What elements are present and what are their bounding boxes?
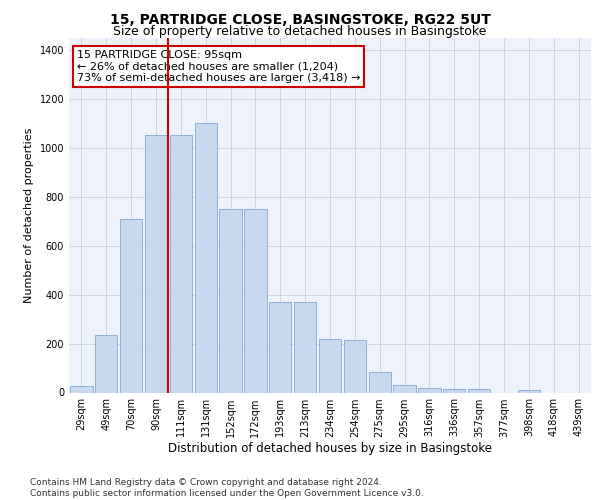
Bar <box>269 302 292 392</box>
Bar <box>194 123 217 392</box>
Bar <box>95 335 118 392</box>
Bar <box>468 389 490 392</box>
Bar <box>294 302 316 392</box>
Bar <box>518 390 540 392</box>
Bar <box>220 209 242 392</box>
Text: 15 PARTRIDGE CLOSE: 95sqm
← 26% of detached houses are smaller (1,204)
73% of se: 15 PARTRIDGE CLOSE: 95sqm ← 26% of detac… <box>77 50 361 83</box>
Bar <box>344 340 366 392</box>
X-axis label: Distribution of detached houses by size in Basingstoke: Distribution of detached houses by size … <box>168 442 492 456</box>
Bar <box>145 136 167 392</box>
Text: Size of property relative to detached houses in Basingstoke: Size of property relative to detached ho… <box>113 25 487 38</box>
Bar <box>70 386 92 392</box>
Bar <box>443 389 466 392</box>
Bar <box>244 209 266 392</box>
Y-axis label: Number of detached properties: Number of detached properties <box>24 128 34 302</box>
Text: 15, PARTRIDGE CLOSE, BASINGSTOKE, RG22 5UT: 15, PARTRIDGE CLOSE, BASINGSTOKE, RG22 5… <box>110 12 490 26</box>
Text: Contains HM Land Registry data © Crown copyright and database right 2024.
Contai: Contains HM Land Registry data © Crown c… <box>30 478 424 498</box>
Bar <box>394 385 416 392</box>
Bar <box>120 218 142 392</box>
Bar <box>418 388 440 392</box>
Bar <box>319 338 341 392</box>
Bar <box>170 136 192 392</box>
Bar <box>368 372 391 392</box>
